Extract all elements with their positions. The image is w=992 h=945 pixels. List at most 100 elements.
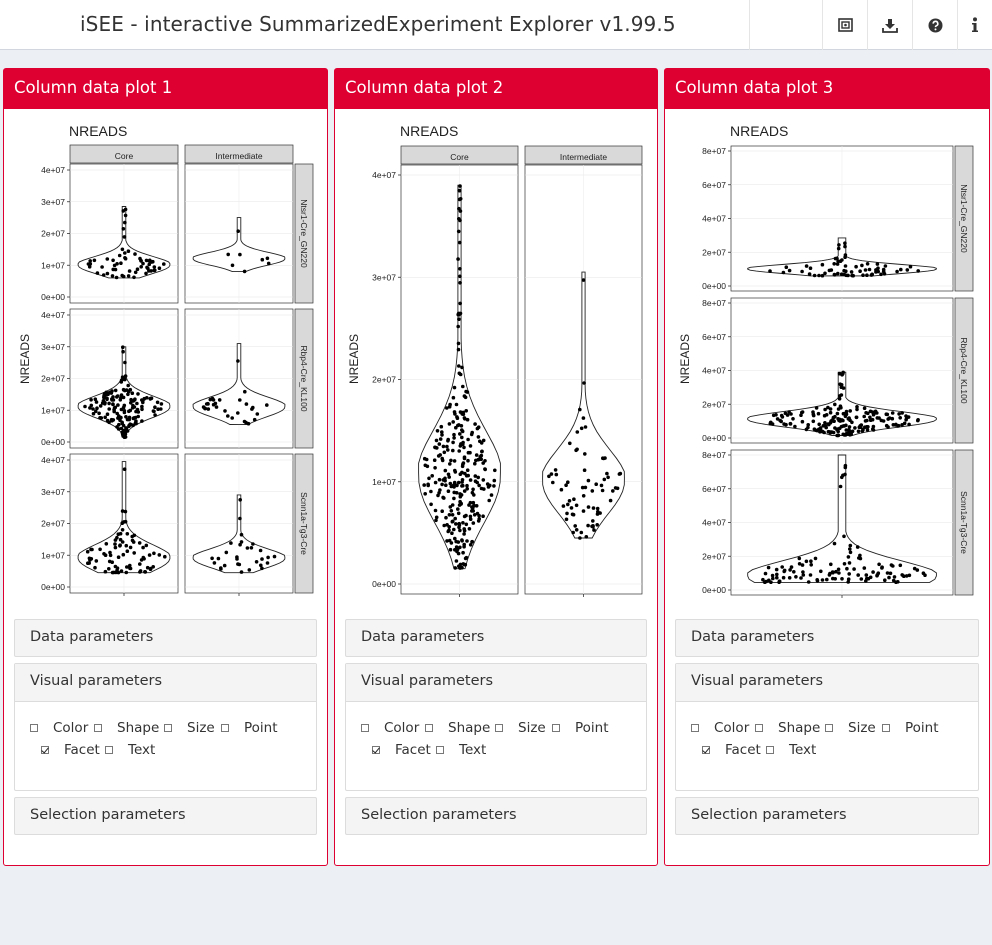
data-point: [95, 406, 99, 411]
selection-parameters-section[interactable]: Selection parameters: [345, 797, 647, 835]
data-parameters-section[interactable]: Data parameters: [345, 619, 647, 657]
data-point: [551, 480, 555, 485]
screenshot-button[interactable]: [822, 0, 867, 50]
visual-parameters-header[interactable]: [346, 664, 646, 702]
color-checkbox[interactable]: [361, 724, 369, 732]
data-point: [570, 512, 575, 517]
data-point: [591, 506, 596, 510]
facet-checkbox[interactable]: [372, 746, 380, 754]
text-checkbox[interactable]: [436, 746, 444, 754]
point-checkbox[interactable]: [882, 724, 890, 732]
column-data-plot-1[interactable]: NREADS NREADS 0e+00 1e+07 2e+07 3e+07 4e+07 Nts…: [4, 109, 327, 629]
visual-parameters-header[interactable]: [676, 664, 978, 702]
data-point: [836, 271, 840, 276]
data-point: [473, 422, 477, 426]
facet-checkbox[interactable]: [702, 746, 710, 754]
data-parameters-section[interactable]: Data parameters: [14, 619, 317, 657]
column-data-plot-3[interactable]: NREADS NREADS 0e+00 2e+07 4e+07 6e+07 8e+07 Nts…: [665, 109, 989, 629]
data-point: [841, 424, 846, 428]
data-point: [586, 523, 590, 528]
size-checkbox[interactable]: [495, 724, 503, 732]
data-point: [481, 478, 486, 482]
data-point: [492, 478, 497, 483]
shape-checkbox[interactable]: [425, 724, 433, 732]
data-point: [153, 405, 157, 410]
text-checkbox[interactable]: [766, 746, 774, 754]
selection-parameters-title[interactable]: Selection parameters: [691, 807, 847, 823]
data-point: [456, 551, 461, 556]
data-point: [122, 431, 127, 436]
data-point: [203, 406, 207, 411]
data-point: [148, 567, 153, 571]
data-point: [443, 468, 448, 473]
data-point: [832, 262, 836, 266]
selection-parameters-title[interactable]: Selection parameters: [361, 807, 517, 823]
visual-parameters-title[interactable]: Visual parameters: [30, 673, 163, 689]
data-point: [113, 545, 118, 550]
point-checkbox[interactable]: [552, 724, 560, 732]
selection-parameters-title[interactable]: Selection parameters: [30, 807, 186, 823]
data-point: [875, 416, 880, 420]
data-point: [147, 553, 152, 557]
shape-checkbox[interactable]: [755, 724, 763, 732]
visual-parameters-title[interactable]: Visual parameters: [691, 673, 824, 689]
info-button[interactable]: [957, 0, 992, 50]
data-point: [800, 563, 805, 567]
data-point: [244, 402, 249, 406]
data-point: [433, 445, 438, 450]
data-point: [855, 407, 859, 412]
data-point: [464, 522, 469, 527]
data-parameters-title[interactable]: Data parameters: [361, 629, 485, 645]
data-point: [900, 573, 904, 577]
data-point: [897, 412, 901, 416]
data-point: [463, 395, 468, 400]
data-point: [451, 420, 455, 424]
data-point: [454, 559, 459, 563]
color-checkbox[interactable]: [691, 724, 699, 732]
size-checkbox[interactable]: [164, 724, 172, 732]
data-point: [272, 554, 277, 559]
data-point: [468, 450, 472, 455]
shape-checkbox[interactable]: [94, 724, 102, 732]
data-parameters-title[interactable]: Data parameters: [30, 629, 154, 645]
point-label: Point: [575, 720, 609, 736]
data-point: [108, 550, 112, 555]
column-data-plot-2[interactable]: NREADS NREADS 0e+00 1e+07 2e+07 3e+07 4e+07 Cor…: [335, 109, 657, 629]
data-point: [836, 433, 841, 438]
y-tick-label: 6e+07: [702, 332, 726, 342]
column-facet-strip: [184, 144, 294, 164]
data-point: [458, 184, 462, 188]
data-point: [442, 450, 447, 455]
visual-parameters-title[interactable]: Visual parameters: [361, 673, 494, 689]
size-checkbox[interactable]: [825, 724, 833, 732]
selection-parameters-section[interactable]: Selection parameters: [675, 797, 979, 835]
size-label: Size: [187, 720, 215, 736]
data-point: [788, 422, 793, 426]
data-point: [574, 448, 578, 453]
row-facet-label: Rbp4-Cre_KL100: [299, 345, 309, 411]
color-checkbox[interactable]: [30, 724, 38, 732]
y-axis-label: NREADS: [18, 334, 32, 384]
help-button[interactable]: [912, 0, 957, 50]
column-facet-strip: [69, 144, 179, 164]
data-point: [458, 240, 462, 245]
data-point: [868, 415, 872, 420]
data-parameters-section[interactable]: Data parameters: [675, 619, 979, 657]
data-parameters-title[interactable]: Data parameters: [691, 629, 815, 645]
selection-parameters-section[interactable]: Selection parameters: [14, 797, 317, 835]
text-checkbox[interactable]: [105, 746, 113, 754]
download-button[interactable]: [867, 0, 912, 50]
data-point: [781, 575, 786, 580]
data-point: [812, 273, 817, 278]
data-point: [121, 552, 126, 557]
visual-parameters-header[interactable]: [15, 664, 316, 702]
data-point: [846, 577, 851, 581]
data-point: [845, 566, 849, 571]
data-point: [817, 273, 821, 278]
data-point: [129, 401, 133, 405]
data-point: [458, 197, 463, 201]
data-point: [471, 500, 476, 505]
point-checkbox[interactable]: [221, 724, 229, 732]
facet-checkbox[interactable]: [41, 746, 49, 754]
data-point: [567, 499, 572, 503]
